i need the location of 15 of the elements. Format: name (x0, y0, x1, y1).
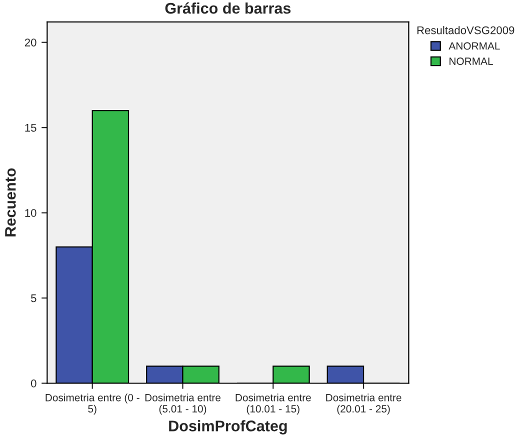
x-tick-label: Dosimetria entre (5.01 - 10) (145, 394, 220, 415)
x-axis-title: DosimProfCateg (169, 420, 287, 434)
x-tick-label: Dosimetria entre (20.01 - 25) (326, 394, 402, 415)
y-tick-label: 20 (24, 38, 36, 46)
chart-title: Gráfico de barras (165, 2, 291, 14)
y-tick-label: 5 (31, 294, 36, 302)
legend-label: ANORMAL (448, 42, 500, 50)
x-tick-label: Dosimetria entre (10.01 - 15) (236, 394, 311, 415)
legend-label: NORMAL (450, 58, 493, 65)
y-tick-label: 10 (25, 209, 36, 217)
y-tick-label: 15 (25, 124, 36, 132)
y-axis-title: Recuento (5, 168, 16, 236)
y-tick-label: 0 (31, 380, 36, 388)
legend-title: ResultadoVSG2009 (417, 26, 514, 34)
x-tick-label: Dosimetria entre (0 - 5) (46, 394, 140, 415)
